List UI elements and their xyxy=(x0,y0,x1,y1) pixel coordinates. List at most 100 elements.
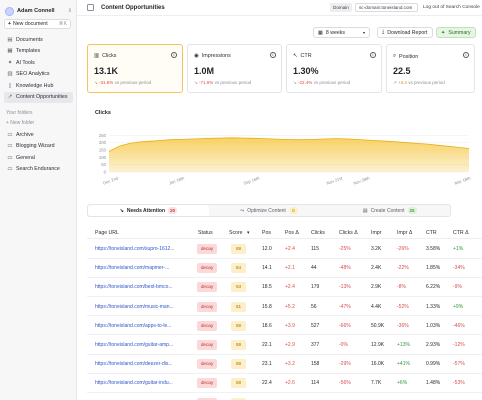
col-header[interactable]: Impr Δ xyxy=(397,230,413,236)
info-icon[interactable]: i xyxy=(270,52,276,58)
cell-clicks: 377 xyxy=(311,342,320,348)
status-badge: decay xyxy=(197,301,217,312)
sidebar-toggle-icon[interactable] xyxy=(87,4,94,11)
cell-clicks: 527 xyxy=(311,322,320,329)
cell-impr-d: -22% xyxy=(397,265,409,272)
cell-impr: 3.2K xyxy=(371,246,382,252)
col-header[interactable]: Page URL xyxy=(95,230,119,236)
chart-title: Clicks xyxy=(95,110,111,116)
col-header[interactable]: Pos Δ xyxy=(285,230,299,236)
sidebar-item-templates[interactable]: ▦ Templates xyxy=(4,46,73,58)
info-icon[interactable]: i xyxy=(463,52,469,58)
page-url-link[interactable]: https://toneisland.com/supro-1612... xyxy=(95,246,175,252)
cell-ctr-d: -57% xyxy=(453,361,465,368)
col-header[interactable]: Impr xyxy=(371,230,382,236)
tab-needs-attention[interactable]: ↘ Needs Attention 20 xyxy=(88,205,209,216)
page-url-link[interactable]: https://toneisland.com/deezer-dis... xyxy=(95,361,173,368)
cell-clicks-d: -0% xyxy=(339,342,348,348)
col-header[interactable]: Status xyxy=(198,230,213,236)
col-header[interactable]: CTR xyxy=(426,230,437,236)
folder-general[interactable]: ▭ General xyxy=(4,152,73,164)
table-row[interactable]: decay 59 https://toneisland.com/guitar-amp… xyxy=(87,336,482,355)
cell-impr: 7.7K xyxy=(371,380,382,387)
user-switcher[interactable]: Adam Connell ⇕ xyxy=(5,6,72,16)
score-badge: 58 xyxy=(231,378,246,389)
cell-pos-d: +2.9 xyxy=(285,342,295,348)
sidebar-item-documents[interactable]: ▤ Documents xyxy=(4,34,73,46)
score-badge: 64 xyxy=(231,263,246,274)
folder-icon: ▭ xyxy=(7,143,13,150)
summary-button[interactable]: ✦ Summary xyxy=(436,27,476,38)
table-row[interactable]: decay 58 https://toneisland.com/guitar-ind… xyxy=(87,374,482,393)
page-url-link[interactable]: https://toneisland.com/apps-to-le... xyxy=(95,322,172,329)
card-delta: ↘ -22.4% vs previous period xyxy=(293,80,351,85)
logout-link[interactable]: Log out of Search Console xyxy=(423,5,480,10)
folder-label: General xyxy=(16,154,35,161)
metric-card-impressions[interactable]: ◉ Impressions i 1.0M ↘ -71.6% vs previous… xyxy=(187,44,282,93)
sort-desc-icon[interactable]: ▾ xyxy=(247,230,250,236)
info-icon[interactable]: i xyxy=(370,52,376,58)
cell-ctr-d: -53% xyxy=(453,380,465,387)
bar-chart-icon: ▥ xyxy=(94,53,100,59)
table-row[interactable]: decay 69 https://toneisland.com/supro-1612… xyxy=(87,240,482,259)
sidebar-item-knowledge-hub[interactable]: ▯ Knowledge Hub xyxy=(4,80,73,92)
table-row[interactable]: decay 61 https://toneisland.com/music-man.… xyxy=(87,298,482,317)
tab-create-content[interactable]: ▤ Create Content 25 xyxy=(329,205,450,216)
page-url-link[interactable]: https://toneisland.com/best-bmco... xyxy=(95,284,173,291)
domain-select[interactable]: sc-domain:toneisland.com xyxy=(355,3,418,12)
table-row[interactable]: decay 59 https://toneisland.com/apps-to-le… xyxy=(87,317,482,336)
page-url-link[interactable]: https://toneisland.com/mapmer-... xyxy=(95,265,170,272)
status-badge: decay xyxy=(197,320,217,331)
table-row[interactable]: decay 63 https://toneisland.com/best-bmco.… xyxy=(87,278,482,297)
col-header[interactable]: Clicks Δ xyxy=(339,230,358,236)
sidebar-item-label: Templates xyxy=(16,48,41,55)
col-header[interactable]: Score xyxy=(229,230,243,236)
table-row[interactable]: decay 64 https://toneisland.com/mapmer-...… xyxy=(87,259,482,278)
folder-search-endurance[interactable]: ▭ Search Endurance xyxy=(4,164,73,176)
trend-down-icon: ↘ xyxy=(119,207,124,214)
cell-clicks-d: -56% xyxy=(339,380,351,387)
cell-ctr-d: +9% xyxy=(453,303,464,310)
y-tick-label: 50 xyxy=(101,162,106,167)
cell-pos: 18.5 xyxy=(262,284,272,291)
sidebar-item-seo-analytics[interactable]: ▥ SEO Analytics xyxy=(4,69,73,81)
cell-ctr: 2.93% xyxy=(426,342,441,348)
sidebar-item-content-opportunities[interactable]: ↗ Content Opportunities xyxy=(4,91,73,103)
y-tick-label: 150 xyxy=(99,148,107,153)
folder-label: Search Endurance xyxy=(16,166,60,173)
trend-icon: ↗ xyxy=(7,94,13,101)
cell-impr: 2.4K xyxy=(371,265,382,272)
tab-optimize-content[interactable]: ⤳ Optimize Content 0 xyxy=(209,205,330,216)
page-url-link[interactable]: https://toneisland.com/music-man... xyxy=(95,303,174,310)
page-url-link[interactable]: https://toneisland.com/guitar-amp... xyxy=(95,342,174,348)
chevron-updown-icon: ⇕ xyxy=(67,8,72,14)
folder-archive[interactable]: ▭ Archive xyxy=(4,129,73,141)
x-tick-label: Jan 18th xyxy=(168,175,185,185)
sidebar-item-ai-tools[interactable]: ✦ AI Tools xyxy=(4,57,73,69)
plus-icon: + xyxy=(8,21,12,27)
table-row[interactable]: decay 59 https://toneisland.com/deezer-dis… xyxy=(87,355,482,374)
new-folder-button[interactable]: + New folder xyxy=(6,120,35,126)
download-label: Download Report xyxy=(387,29,428,36)
metric-card-position[interactable]: ⌕ Position i 22.5 ↗ +3.4 vs previous peri… xyxy=(386,44,475,93)
table-row[interactable]: decay24https://toneisland.com/websites-t… xyxy=(87,394,482,400)
download-report-button[interactable]: ⤓ Download Report xyxy=(377,27,433,38)
folder-label: Blogging Wizard xyxy=(16,143,55,150)
card-value: 1.0M xyxy=(194,66,215,76)
tab-count-badge: 20 xyxy=(168,207,178,214)
cell-ctr-d: -46% xyxy=(453,322,465,329)
page-url-link[interactable]: https://toneisland.com/guitar-indu... xyxy=(95,380,173,387)
col-header[interactable]: Pos xyxy=(262,230,271,236)
metric-card-clicks[interactable]: ▥ Clicks i 13.1K ↘ -31.6% vs previous per… xyxy=(87,44,183,93)
info-icon[interactable]: i xyxy=(171,52,177,58)
summary-label: Summary xyxy=(448,29,471,36)
clicks-line xyxy=(108,137,470,152)
new-document-button[interactable]: + New document ⌘K xyxy=(4,19,71,29)
tab-label: Needs Attention xyxy=(126,207,165,214)
folder-blogging-wizard[interactable]: ▭ Blogging Wizard xyxy=(4,141,73,153)
col-header[interactable]: CTR Δ xyxy=(453,230,469,236)
period-select[interactable]: ▦ 8 weeks ▾ xyxy=(313,27,370,38)
col-header[interactable]: Clicks xyxy=(311,230,325,236)
cell-ctr: 0.99% xyxy=(426,361,441,368)
metric-card-ctr[interactable]: ↖ CTR i 1.30% ↘ -22.4% vs previous period xyxy=(286,44,382,93)
